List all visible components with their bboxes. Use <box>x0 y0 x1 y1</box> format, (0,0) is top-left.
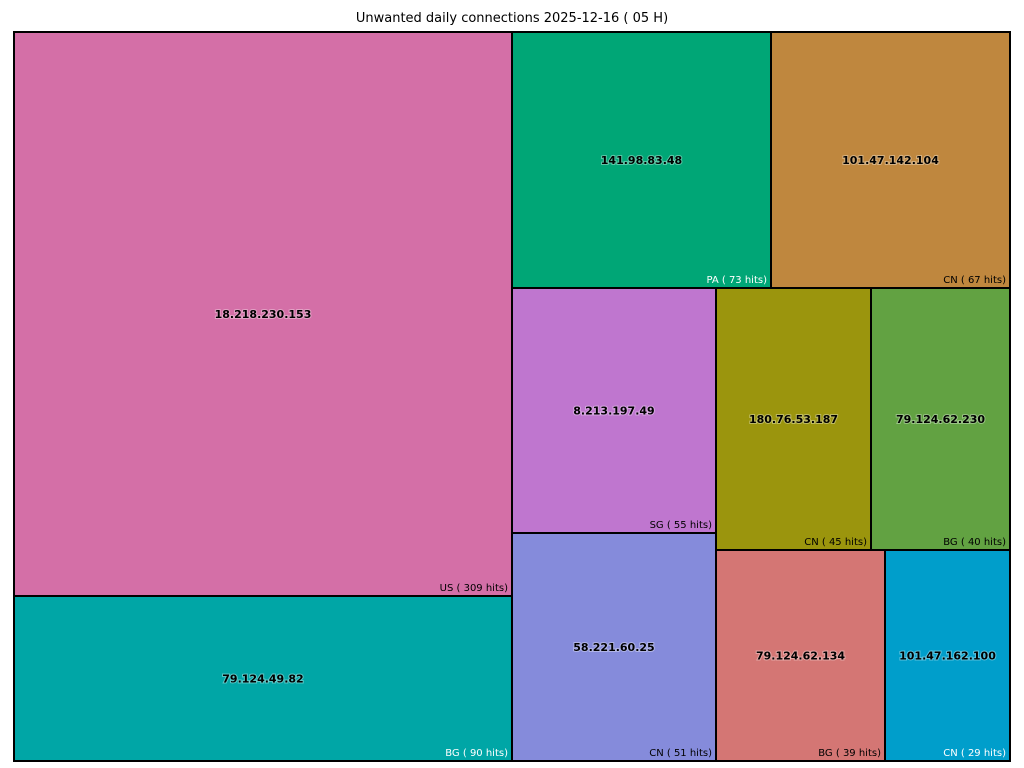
ip-label: 141.98.83.48 <box>601 154 682 167</box>
ip-label: 101.47.162.100 <box>899 650 996 663</box>
treemap-cell-rect <box>13 595 513 762</box>
treemap-cell-rect <box>770 31 1011 289</box>
hits-label: CN ( 45 hits) <box>804 537 867 548</box>
ip-label: 8.213.197.49 <box>573 405 654 418</box>
ip-label: 79.124.62.230 <box>896 413 985 426</box>
chart-title: Unwanted daily connections 2025-12-16 ( … <box>355 11 669 26</box>
ip-label: 79.124.49.82 <box>222 673 303 686</box>
treemap-cell-rect <box>870 287 1011 551</box>
hits-label: BG ( 90 hits) <box>445 748 508 759</box>
treemap-cell: 79.124.62.230 BG ( 40 hits) <box>870 287 1011 551</box>
ip-label: 180.76.53.187 <box>749 413 838 426</box>
treemap-cell: 79.124.62.134 BG ( 39 hits) <box>715 549 886 762</box>
treemap-cell: 18.218.230.153 US ( 309 hits) <box>13 31 513 597</box>
treemap-cell-rect <box>511 532 717 762</box>
treemap-cell: 180.76.53.187 CN ( 45 hits) <box>715 287 872 551</box>
treemap-cell-rect <box>715 287 872 551</box>
treemap-cell: 101.47.162.100 CN ( 29 hits) <box>884 549 1011 762</box>
hits-label: BG ( 40 hits) <box>943 537 1006 548</box>
treemap-cell: 101.47.142.104 CN ( 67 hits) <box>770 31 1011 289</box>
hits-label: CN ( 67 hits) <box>943 275 1006 286</box>
hits-label: CN ( 29 hits) <box>943 748 1006 759</box>
treemap-cell: 79.124.49.82 BG ( 90 hits) <box>13 595 513 762</box>
hits-label: US ( 309 hits) <box>440 583 508 594</box>
treemap-cell: 141.98.83.48 PA ( 73 hits) <box>511 31 772 289</box>
treemap-cell: 8.213.197.49 SG ( 55 hits) <box>511 287 717 534</box>
treemap-cell-rect <box>715 549 886 762</box>
treemap-cell-rect <box>884 549 1011 762</box>
ip-label: 58.221.60.25 <box>573 641 654 654</box>
ip-label: 18.218.230.153 <box>215 308 312 321</box>
treemap-cell: 58.221.60.25 CN ( 51 hits) <box>511 532 717 762</box>
hits-label: SG ( 55 hits) <box>650 520 713 531</box>
ip-label: 79.124.62.134 <box>756 650 845 663</box>
hits-label: BG ( 39 hits) <box>818 748 881 759</box>
hits-label: CN ( 51 hits) <box>649 748 712 759</box>
ip-label: 101.47.142.104 <box>842 154 939 167</box>
hits-label: PA ( 73 hits) <box>706 275 767 286</box>
treemap-cell-rect <box>511 287 717 534</box>
